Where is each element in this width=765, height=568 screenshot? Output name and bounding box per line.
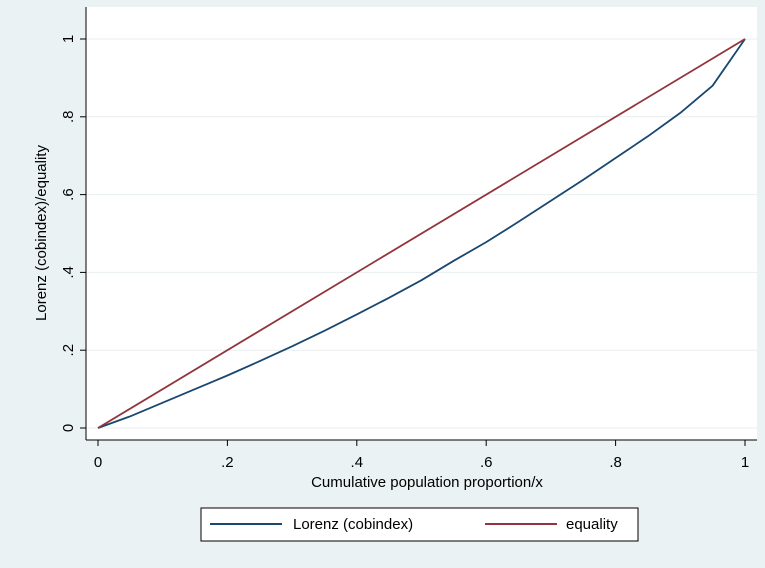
x-tick-label: 0 <box>94 454 102 471</box>
x-tick-label: 1 <box>741 454 749 471</box>
y-tick-label: .4 <box>60 266 77 279</box>
y-tick-label: 1 <box>60 35 77 43</box>
y-tick-label: .2 <box>60 344 77 357</box>
axes: 0 .2 .4 .6 .8 1 0 .2 .4 .6 .8 1 <box>60 7 757 471</box>
legend: Lorenz (cobindex) equality <box>200 507 639 542</box>
x-tick-label: .2 <box>221 454 234 471</box>
y-tick-label: .8 <box>60 111 77 124</box>
y-tick-label: .6 <box>60 188 77 201</box>
y-tick-label: 0 <box>60 424 77 432</box>
x-tick-label: .4 <box>351 454 364 471</box>
series-lines <box>97 38 746 429</box>
y-axis-title: Lorenz (cobindex)/equality <box>33 145 50 321</box>
x-axis-title: Cumulative population proportion/x <box>311 474 543 491</box>
legend-label: Lorenz (cobindex) <box>293 516 413 533</box>
x-tick-label: .6 <box>480 454 493 471</box>
grid-lines <box>86 38 757 429</box>
x-tick-label: .8 <box>609 454 622 471</box>
series-line-equality <box>97 38 746 429</box>
legend-label: equality <box>566 516 618 533</box>
series-line-lorenz <box>97 38 746 429</box>
